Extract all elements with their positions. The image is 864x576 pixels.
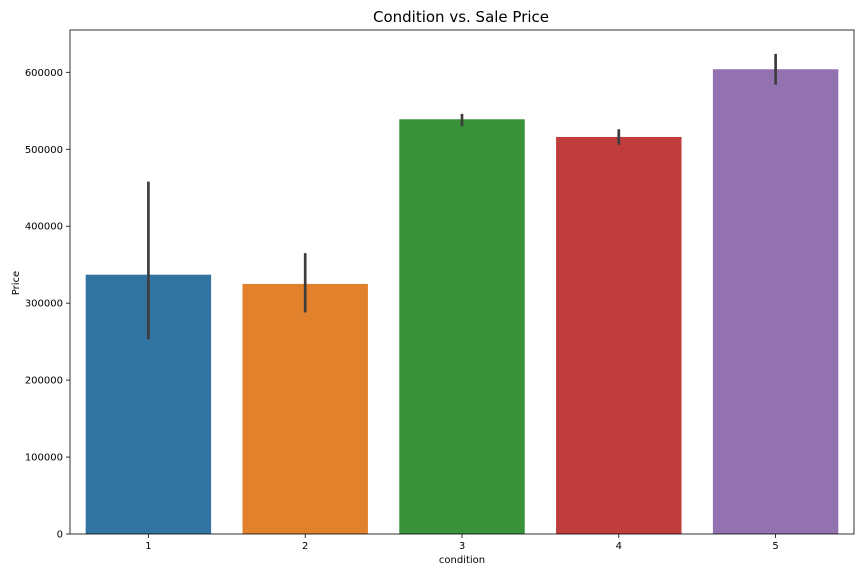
y-tick-label-0: 0 bbox=[57, 530, 63, 541]
y-tick-label-200000: 200000 bbox=[25, 376, 63, 387]
y-tick-label-300000: 300000 bbox=[25, 299, 63, 310]
x-axis-label: condition bbox=[439, 555, 485, 566]
error-bars-group bbox=[147, 53, 777, 340]
bar-2 bbox=[242, 283, 368, 534]
x-tick-label-4: 4 bbox=[616, 541, 622, 552]
chart-title: Condition vs. Sale Price bbox=[373, 8, 549, 26]
bars-group bbox=[85, 69, 839, 535]
y-tick-label-500000: 500000 bbox=[25, 145, 63, 156]
x-tick-label-2: 2 bbox=[302, 541, 308, 552]
bar-4 bbox=[556, 136, 682, 534]
bar-5 bbox=[712, 69, 839, 535]
y-tick-label-600000: 600000 bbox=[25, 68, 63, 79]
x-tick-label-3: 3 bbox=[459, 541, 465, 552]
x-axis: 1 2 3 4 5 bbox=[145, 534, 779, 552]
bar-3 bbox=[399, 119, 525, 534]
y-axis: 0 100000 200000 300000 400000 500000 600000 bbox=[25, 68, 70, 541]
x-tick-label-1: 1 bbox=[145, 541, 151, 552]
y-tick-label-400000: 400000 bbox=[25, 222, 63, 233]
x-tick-label-5: 5 bbox=[772, 541, 778, 552]
y-tick-label-100000: 100000 bbox=[25, 453, 63, 464]
y-axis-label: Price bbox=[11, 271, 22, 295]
